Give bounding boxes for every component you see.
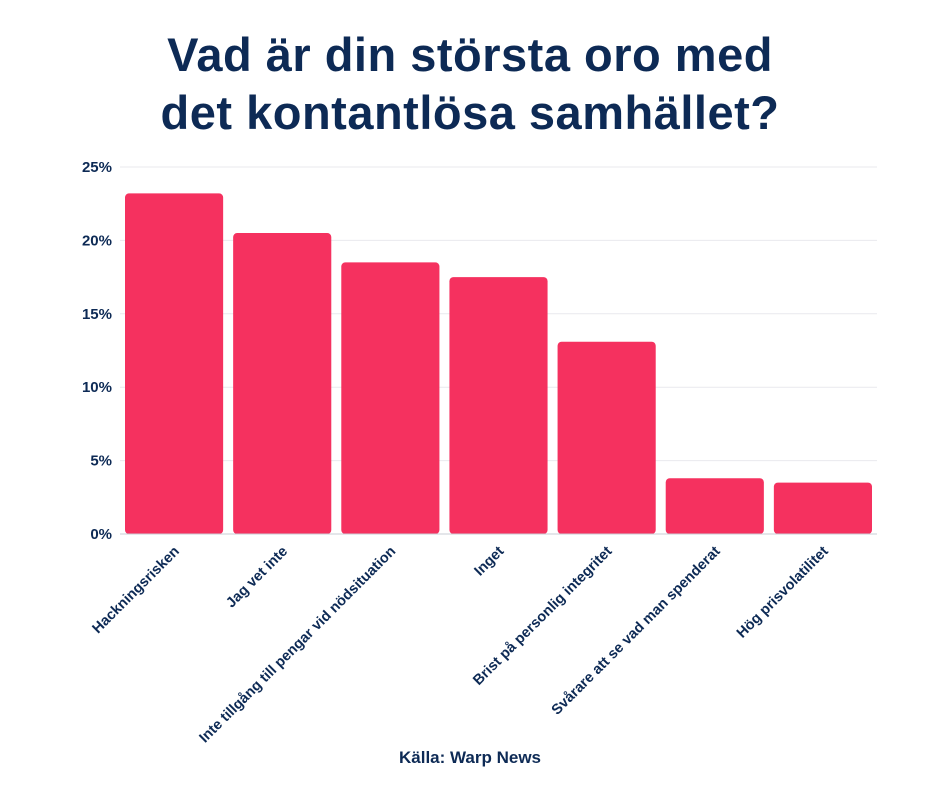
bar: [233, 233, 332, 534]
y-tick-label: 15%: [82, 306, 112, 323]
y-tick-label: 25%: [82, 159, 112, 176]
source-label: Källa: Warp News: [398, 748, 542, 767]
x-tick-label: Hackningsrisken: [90, 544, 183, 637]
x-tick-label: Inte tillgång till pengar vid nödsituati…: [196, 544, 399, 747]
chart-title-line-1: Vad är din största oro med: [167, 28, 773, 81]
bar: [773, 482, 872, 534]
y-tick-label: 10%: [82, 379, 112, 396]
bar: [665, 478, 764, 534]
chart-title-line-2: det kontantlösa samhället?: [160, 86, 780, 139]
bar: [449, 277, 548, 534]
chart-title: Vad är din största oro med det kontantlö…: [0, 26, 940, 142]
x-tick-label: Inget: [472, 543, 508, 579]
bar: [341, 262, 440, 534]
y-tick-label: 20%: [82, 232, 112, 249]
x-tick-label: Jag vet inte: [223, 544, 291, 612]
bar: [125, 193, 224, 534]
y-tick-label: 5%: [90, 453, 112, 470]
x-tick-label: Hög prisvolatilitet: [734, 543, 832, 641]
y-axis-ticks: 0% 5% 10% 15% 20% 25%: [82, 159, 112, 543]
bars: [125, 193, 872, 534]
bar: [557, 341, 656, 534]
x-tick-label: Svårare att se vad man spenderat: [549, 543, 724, 718]
y-tick-label: 0%: [90, 526, 112, 543]
